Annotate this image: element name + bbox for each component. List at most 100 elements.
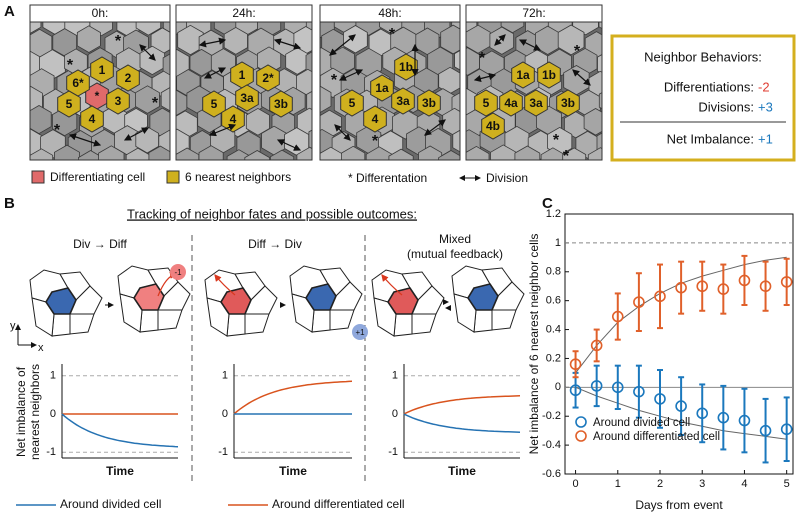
panel-b-title: Tracking of neighbor fates and possible … bbox=[127, 206, 417, 221]
y-tick-label: 1 bbox=[555, 237, 561, 249]
cell bbox=[598, 92, 602, 110]
point bbox=[633, 296, 645, 308]
micrograph: 1 2* 3a 3b 54 bbox=[176, 22, 312, 160]
frame-title: 24h: bbox=[232, 6, 255, 20]
cell-label: 3 bbox=[115, 94, 122, 108]
summary-value: -2 bbox=[758, 79, 770, 94]
cell bbox=[388, 148, 414, 160]
point bbox=[611, 381, 624, 394]
point bbox=[633, 385, 645, 398]
y-tick-label: 0 bbox=[222, 408, 228, 420]
cell bbox=[269, 149, 295, 160]
schematic-cell bbox=[51, 313, 71, 337]
cell-label: 5 bbox=[66, 97, 73, 111]
neighbor-cell bbox=[417, 89, 441, 117]
cell-label: 1b bbox=[542, 68, 556, 82]
schematic-cell bbox=[69, 313, 95, 335]
schematic-cell bbox=[411, 313, 437, 335]
legend-label: Differentiating cell bbox=[50, 170, 145, 184]
neighbor-cell bbox=[391, 87, 415, 115]
point bbox=[780, 423, 793, 436]
point bbox=[590, 339, 603, 352]
differentiation-star: * bbox=[331, 72, 338, 89]
neighbor-cell bbox=[116, 64, 140, 92]
cell-label: * bbox=[95, 89, 100, 103]
y-tick-label: 0.4 bbox=[546, 323, 561, 335]
x-axis-label: Days from event bbox=[635, 498, 723, 512]
differentiation-star: * bbox=[115, 33, 122, 50]
neighbor-cell bbox=[340, 89, 364, 117]
cell bbox=[305, 51, 312, 74]
plot-frame bbox=[564, 213, 794, 475]
x-tick-label: 1 bbox=[615, 478, 621, 490]
cell bbox=[76, 25, 101, 53]
division-arrow bbox=[203, 67, 227, 79]
cell bbox=[320, 85, 332, 114]
cell-label: 2* bbox=[262, 71, 274, 85]
cell bbox=[162, 53, 170, 76]
panel-label: C bbox=[542, 195, 553, 212]
schematic-cell bbox=[139, 309, 159, 333]
x-label: Time bbox=[106, 464, 134, 478]
summary-value: +1 bbox=[758, 131, 773, 146]
neighbor-cell bbox=[363, 105, 387, 133]
cell bbox=[418, 145, 443, 160]
badge-label: +1 bbox=[355, 328, 365, 337]
schematic-cell bbox=[393, 313, 413, 337]
point bbox=[590, 380, 603, 392]
schematic-curve bbox=[403, 395, 521, 415]
y-tick-label: -1 bbox=[388, 446, 398, 458]
neighbor-cell bbox=[202, 90, 226, 118]
cell bbox=[557, 24, 585, 56]
division-arrow bbox=[572, 69, 591, 86]
x-tick-label: 5 bbox=[784, 478, 790, 490]
cell bbox=[308, 129, 312, 150]
legend-swatch bbox=[166, 170, 180, 184]
legend-marker bbox=[575, 416, 587, 428]
cell bbox=[176, 22, 190, 35]
cell-label: 4 bbox=[372, 112, 379, 126]
summary-title: Neighbor Behaviors: bbox=[644, 49, 762, 64]
axis-icon-label: x bbox=[38, 342, 44, 354]
cell bbox=[223, 26, 248, 55]
division-arrow bbox=[334, 124, 351, 141]
cell bbox=[583, 108, 602, 136]
point bbox=[611, 310, 624, 323]
x-tick-label: 3 bbox=[699, 478, 705, 490]
cell bbox=[500, 22, 525, 34]
neighbor-cell bbox=[537, 61, 561, 89]
cell bbox=[598, 22, 602, 30]
legend-label: 6 nearest neighbors bbox=[185, 170, 291, 184]
neighbor-cell bbox=[235, 84, 259, 112]
neighbor-cell bbox=[370, 74, 394, 102]
legend-swatch bbox=[31, 170, 45, 184]
legend-label: Around divided cell bbox=[593, 417, 690, 429]
cell bbox=[438, 150, 460, 160]
differentiation-star: * bbox=[372, 133, 379, 150]
axis-icon-label: y bbox=[10, 320, 16, 332]
schematic-cell bbox=[473, 309, 493, 333]
x-label: Time bbox=[448, 464, 476, 478]
legend-label: Around differentiated cell bbox=[593, 431, 720, 443]
frame-title: 72h: bbox=[522, 6, 545, 20]
cell bbox=[341, 145, 366, 160]
division-arrow bbox=[329, 34, 356, 56]
differentiation-star: * bbox=[54, 122, 61, 139]
division-arrow bbox=[276, 139, 302, 151]
differentiation-star: * bbox=[574, 43, 581, 60]
cell bbox=[296, 146, 312, 160]
point bbox=[569, 384, 582, 397]
frame-title: 0h: bbox=[92, 6, 109, 20]
summary-label: Differentiations: bbox=[664, 79, 754, 94]
cell bbox=[587, 147, 602, 160]
column-title: Mixed bbox=[439, 232, 471, 246]
x-tick-label: 0 bbox=[572, 478, 578, 490]
neighbor-cell bbox=[80, 105, 104, 133]
neighbor-cell bbox=[256, 64, 280, 92]
cell-label: 3b bbox=[561, 96, 575, 110]
cell bbox=[30, 22, 42, 34]
cell-label: 1a bbox=[516, 68, 530, 82]
